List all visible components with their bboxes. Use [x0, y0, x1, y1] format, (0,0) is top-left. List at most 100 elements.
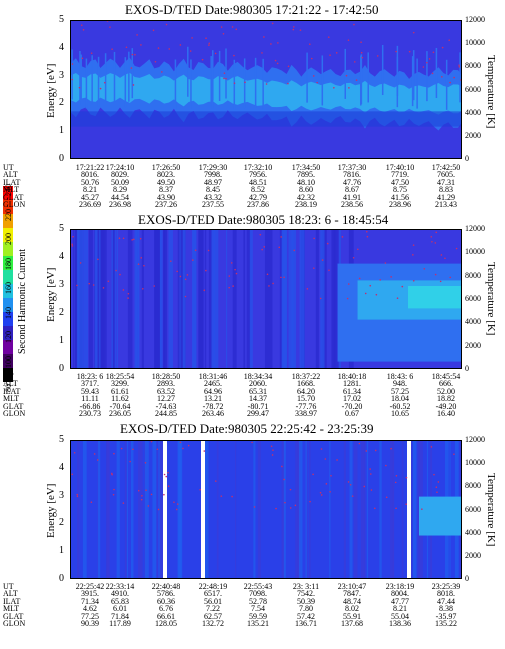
table-cell: 18:31:46 — [198, 372, 228, 381]
stripe — [208, 230, 212, 368]
temperature-point — [165, 475, 168, 478]
temperature-point — [139, 237, 142, 240]
table-cell: 66.61 — [157, 611, 175, 621]
spike — [321, 55, 324, 106]
table-cell: 299.47 — [247, 408, 269, 418]
table-cell: 8.29 — [113, 185, 127, 195]
table-cell: 48.97 — [204, 177, 222, 187]
temperature-point — [203, 450, 206, 452]
spike — [79, 50, 81, 102]
temperature-point — [373, 507, 376, 510]
temperature-point — [326, 242, 329, 245]
temperature-point — [235, 272, 238, 275]
temperature-point — [431, 240, 433, 243]
temperature-point — [167, 485, 170, 487]
spike — [187, 46, 189, 97]
temperature-tick-label: 6000 — [465, 294, 481, 303]
temperature-point — [182, 447, 184, 450]
stripe — [204, 230, 207, 368]
temperature-point — [145, 489, 147, 492]
spike — [262, 58, 264, 109]
stripe — [257, 441, 261, 578]
table-row-label: GLON — [3, 199, 26, 209]
spike — [124, 57, 127, 108]
temperature-point — [347, 39, 350, 42]
table-cell: 18:28:50 — [151, 372, 181, 381]
table-cell: -78.72 — [202, 401, 224, 411]
temperature-point — [129, 460, 131, 463]
stripe — [216, 441, 219, 578]
temperature-point — [191, 259, 194, 261]
table-cell: 8.38 — [439, 604, 453, 614]
table-cell: 65.83 — [111, 596, 129, 606]
temperature-point — [396, 297, 399, 300]
temperature-point — [365, 230, 368, 233]
table-cell: 8018. — [437, 589, 455, 599]
stripe — [295, 441, 300, 578]
spike — [445, 59, 448, 110]
table-cell: 7605. — [437, 170, 455, 180]
table-cell: 236.05 — [109, 408, 131, 418]
table-cell: 12.27 — [157, 394, 175, 404]
table-cell: 47.77 — [391, 596, 409, 606]
temperature-point — [357, 248, 359, 251]
colorbar-segment — [3, 228, 13, 243]
stripe — [211, 230, 215, 368]
temperature-point — [294, 504, 297, 507]
temperature-point — [167, 471, 169, 474]
table-cell: 2893. — [157, 379, 175, 389]
table-cell: 8.21 — [83, 185, 97, 195]
temperature-point — [234, 268, 236, 271]
table-cell: 42.79 — [249, 192, 267, 202]
temperature-point — [157, 47, 160, 49]
table-cell: 50.39 — [297, 596, 315, 606]
stripe — [135, 230, 138, 368]
table-cell: 2465. — [204, 379, 222, 389]
stripe — [401, 441, 404, 578]
table-cell: 18.82 — [437, 394, 455, 404]
table-cell: 71.34 — [81, 596, 99, 606]
table-cell: 60.36 — [157, 596, 175, 606]
temperature-point — [251, 441, 253, 444]
heatmap-svg — [71, 21, 461, 158]
temperature-point — [232, 285, 234, 287]
spike — [233, 59, 236, 110]
temperature-point — [122, 502, 125, 504]
table-cell: 59.43 — [81, 386, 99, 396]
temperature-point — [179, 441, 182, 444]
stripe — [379, 441, 382, 578]
table-cell: 8016. — [81, 170, 99, 180]
stripe — [94, 230, 101, 368]
temperature-point — [78, 86, 81, 89]
stripe — [192, 230, 197, 368]
table-cell: 61.34 — [343, 386, 361, 396]
temperature-point — [161, 71, 163, 73]
colorbar-segment — [3, 354, 13, 369]
table-cell: 138.36 — [389, 618, 411, 628]
table-cell: 3915. — [81, 589, 99, 599]
table-cell: -35.97 — [435, 611, 457, 621]
temperature-point — [233, 54, 235, 57]
temperature-point — [324, 458, 327, 460]
temperature-point — [79, 262, 82, 264]
table-cell: 48.51 — [249, 177, 267, 187]
stripe — [281, 230, 287, 368]
stripe — [418, 441, 420, 578]
stripe — [127, 230, 133, 368]
panel-1-plot — [70, 20, 462, 159]
table-cell: 4910. — [111, 589, 129, 599]
panel-2-title: EXOS-D/TED Date:980305 18:23: 6 - 18:45:… — [138, 212, 389, 227]
high-energy-core — [408, 286, 461, 309]
temperature-point — [97, 258, 99, 261]
table-cell: 6517. — [204, 589, 222, 599]
temperature-point — [199, 488, 201, 491]
colorbar-segment — [3, 214, 13, 229]
temperature-point — [137, 489, 140, 492]
stripe — [75, 230, 77, 368]
table-cell: -60.52 — [389, 401, 411, 411]
table-cell: 117.89 — [109, 618, 131, 628]
temperature-point — [421, 508, 423, 510]
temperature-point — [360, 41, 362, 44]
spike — [426, 51, 428, 102]
temperature-point — [71, 78, 73, 81]
